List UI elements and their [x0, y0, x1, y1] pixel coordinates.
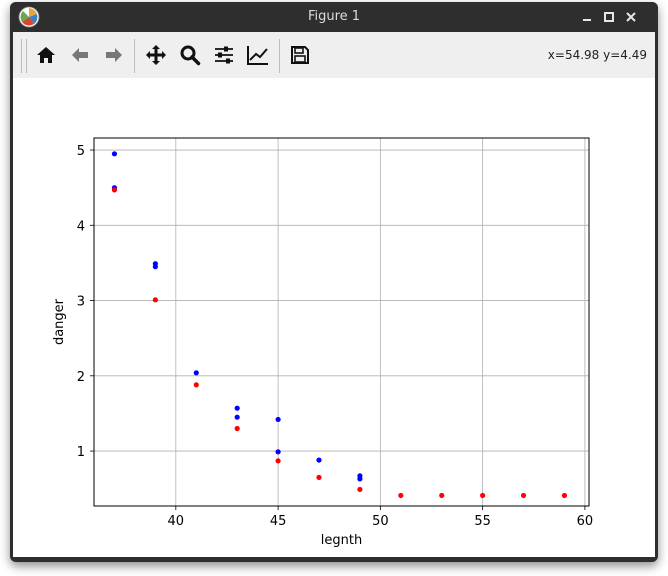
pan-button[interactable]: [143, 42, 169, 68]
scatter-point: [152, 297, 158, 303]
scatter-point: [480, 492, 486, 499]
navigation-toolbar: x=54.98 y=4.49: [13, 32, 655, 78]
figure-window: Figure 1: [10, 2, 658, 562]
close-button[interactable]: [622, 8, 640, 26]
pan-move-icon: [146, 45, 166, 65]
scatter-point: [520, 492, 527, 499]
scatter-point: [234, 414, 240, 420]
close-icon: [626, 12, 636, 22]
scatter-point: [275, 449, 281, 455]
customize-button[interactable]: [245, 42, 271, 68]
scatter-point: [234, 405, 240, 411]
x-tick-label: 40: [168, 514, 185, 529]
x-tick-label: 50: [372, 514, 389, 529]
scatter-point: [357, 486, 363, 493]
data-points: [111, 151, 568, 499]
matplotlib-app-icon: [18, 6, 40, 28]
maximize-icon: [604, 12, 614, 22]
forward-button[interactable]: [101, 42, 127, 68]
minimize-button[interactable]: [578, 8, 596, 26]
scatter-point: [111, 187, 118, 193]
scatter-point: [316, 474, 322, 481]
scatter-point: [561, 492, 568, 499]
home-button[interactable]: [33, 42, 59, 68]
cursor-coordinates: x=54.98 y=4.49: [547, 48, 647, 62]
minimize-icon: [583, 19, 591, 21]
x-tick-label: 55: [474, 514, 491, 529]
toolbar-grip[interactable]: [21, 39, 27, 73]
grid-lines: [94, 138, 589, 506]
scatter-point: [234, 425, 240, 432]
toolbar-separator: [279, 39, 280, 73]
window-title: Figure 1: [307, 9, 361, 24]
back-button[interactable]: [67, 42, 93, 68]
x-tick-label: 45: [270, 514, 287, 529]
figure-canvas-area: x=54.98 y=4.49 40 45 50 55 60 1 2 3 4 5 legnth da…: [13, 32, 655, 557]
subplots-sliders-icon: [215, 46, 233, 64]
scatter-point: [275, 458, 281, 464]
forward-arrow-icon: [106, 48, 122, 62]
y-tick-label: 5: [77, 144, 85, 159]
edit-axes-chart-icon: [247, 46, 268, 65]
scatter-point: [193, 382, 199, 388]
back-arrow-icon: [72, 48, 88, 62]
y-tick-label: 3: [77, 295, 85, 310]
zoom-button[interactable]: [177, 42, 203, 68]
scatter-point: [357, 476, 363, 482]
title-bar[interactable]: Figure 1: [10, 2, 658, 32]
x-axis-label: legnth: [321, 533, 362, 548]
maximize-button[interactable]: [600, 8, 618, 26]
scatter-point: [193, 370, 199, 376]
subplots-button[interactable]: [211, 42, 237, 68]
y-axis-label: danger: [52, 298, 67, 345]
y-tick-label: 4: [77, 219, 85, 234]
zoom-magnifier-icon: [180, 45, 201, 66]
toolbar-separator: [134, 39, 135, 73]
save-button[interactable]: [287, 42, 313, 68]
axes-frame: [93, 137, 590, 507]
y-tick-label: 1: [77, 445, 85, 460]
scatter-point: [275, 416, 281, 423]
x-tick-label: 60: [577, 514, 594, 529]
scatter-point: [439, 492, 445, 499]
scatter-point: [316, 457, 322, 463]
home-icon: [37, 47, 55, 63]
scatter-point: [398, 492, 404, 499]
scatter-point: [152, 264, 158, 270]
y-tick-label: 2: [77, 370, 85, 385]
scatter-point: [111, 151, 118, 157]
save-floppy-icon: [291, 46, 309, 64]
